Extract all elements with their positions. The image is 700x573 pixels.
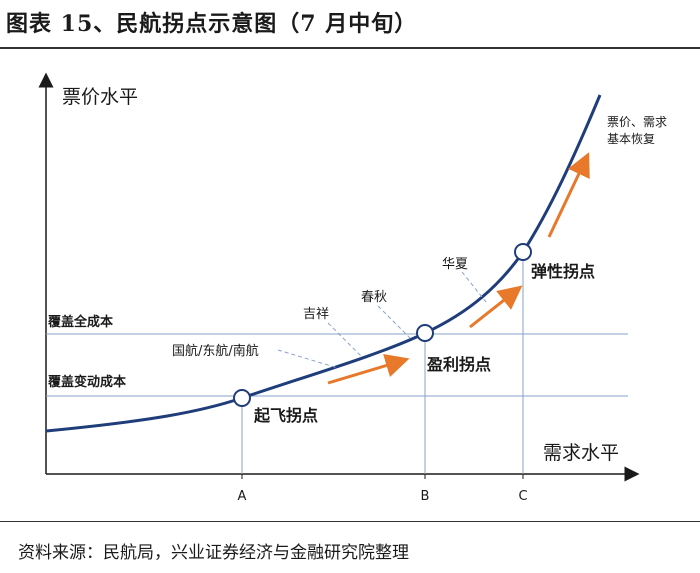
takeoff-point-label: 起飞拐点 — [253, 406, 318, 425]
elastic-point-label: 弹性拐点 — [531, 262, 595, 281]
profit-point — [416, 324, 434, 342]
airline-label-spring: 春秋 — [361, 290, 387, 305]
airline-label-juneyao: 吉祥 — [303, 307, 329, 322]
leader-spring — [377, 305, 411, 339]
airline-label-big-three: 国航/东航/南航 — [172, 343, 259, 359]
trend-arrow-2 — [469, 285, 523, 329]
profit-point-label: 盈利拐点 — [426, 355, 491, 374]
takeoff-point — [233, 389, 251, 407]
airline-label-china-express: 华夏 — [442, 257, 468, 272]
recovery-note-line-1: 票价、需求 — [607, 115, 667, 129]
x-tick-c: C — [518, 489, 527, 504]
recovery-note-line-2: 基本恢复 — [607, 132, 655, 146]
fare-demand-curve — [45, 94, 602, 433]
x-axis-label: 需求水平 — [543, 442, 619, 464]
leader-juneyao — [327, 322, 363, 358]
x-tick-b: B — [421, 489, 430, 504]
leader-big-three — [277, 349, 339, 369]
source-rule — [0, 521, 700, 522]
source-note: 资料来源：民航局，兴业证券经济与金融研究院整理 — [18, 543, 409, 563]
trend-arrow-1 — [327, 353, 410, 385]
x-tick-a: A — [238, 489, 247, 504]
elastic-point — [514, 243, 532, 261]
trend-arrow-3 — [547, 152, 590, 238]
variable-cost-label: 覆盖变动成本 — [48, 374, 126, 390]
title-rule — [0, 47, 700, 49]
full-cost-label: 覆盖全成本 — [48, 314, 113, 330]
figure-title: 图表 15、民航拐点示意图（7 月中旬） — [6, 11, 418, 37]
y-axis-label: 票价水平 — [62, 86, 138, 108]
